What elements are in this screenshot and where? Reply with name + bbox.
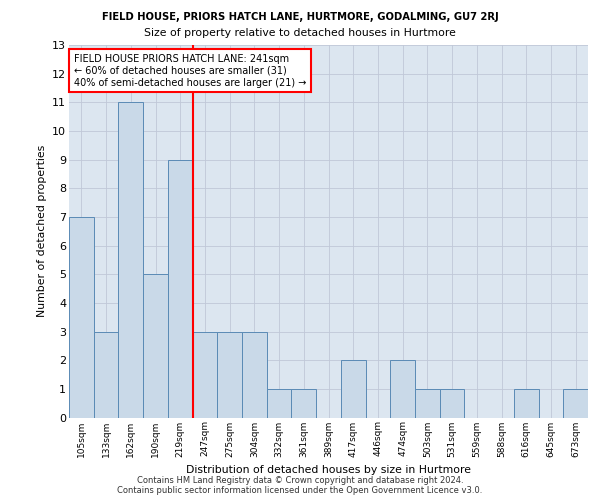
Bar <box>94 332 118 418</box>
Bar <box>292 389 316 418</box>
X-axis label: Distribution of detached houses by size in Hurtmore: Distribution of detached houses by size … <box>186 465 471 475</box>
Bar <box>440 389 464 418</box>
Text: FIELD HOUSE PRIORS HATCH LANE: 241sqm
← 60% of detached houses are smaller (31)
: FIELD HOUSE PRIORS HATCH LANE: 241sqm ← … <box>74 54 307 88</box>
Bar <box>69 217 94 418</box>
Bar <box>118 102 143 418</box>
Text: Contains HM Land Registry data © Crown copyright and database right 2024.: Contains HM Land Registry data © Crown c… <box>137 476 463 485</box>
Bar <box>242 332 267 418</box>
Text: Size of property relative to detached houses in Hurtmore: Size of property relative to detached ho… <box>144 28 456 38</box>
Bar <box>217 332 242 418</box>
Bar <box>341 360 365 418</box>
Bar <box>193 332 217 418</box>
Bar <box>563 389 588 418</box>
Text: Contains public sector information licensed under the Open Government Licence v3: Contains public sector information licen… <box>118 486 482 495</box>
Bar <box>415 389 440 418</box>
Text: FIELD HOUSE, PRIORS HATCH LANE, HURTMORE, GODALMING, GU7 2RJ: FIELD HOUSE, PRIORS HATCH LANE, HURTMORE… <box>101 12 499 22</box>
Bar <box>514 389 539 418</box>
Bar <box>267 389 292 418</box>
Bar <box>168 160 193 418</box>
Y-axis label: Number of detached properties: Number of detached properties <box>37 145 47 318</box>
Bar <box>143 274 168 418</box>
Bar <box>390 360 415 418</box>
